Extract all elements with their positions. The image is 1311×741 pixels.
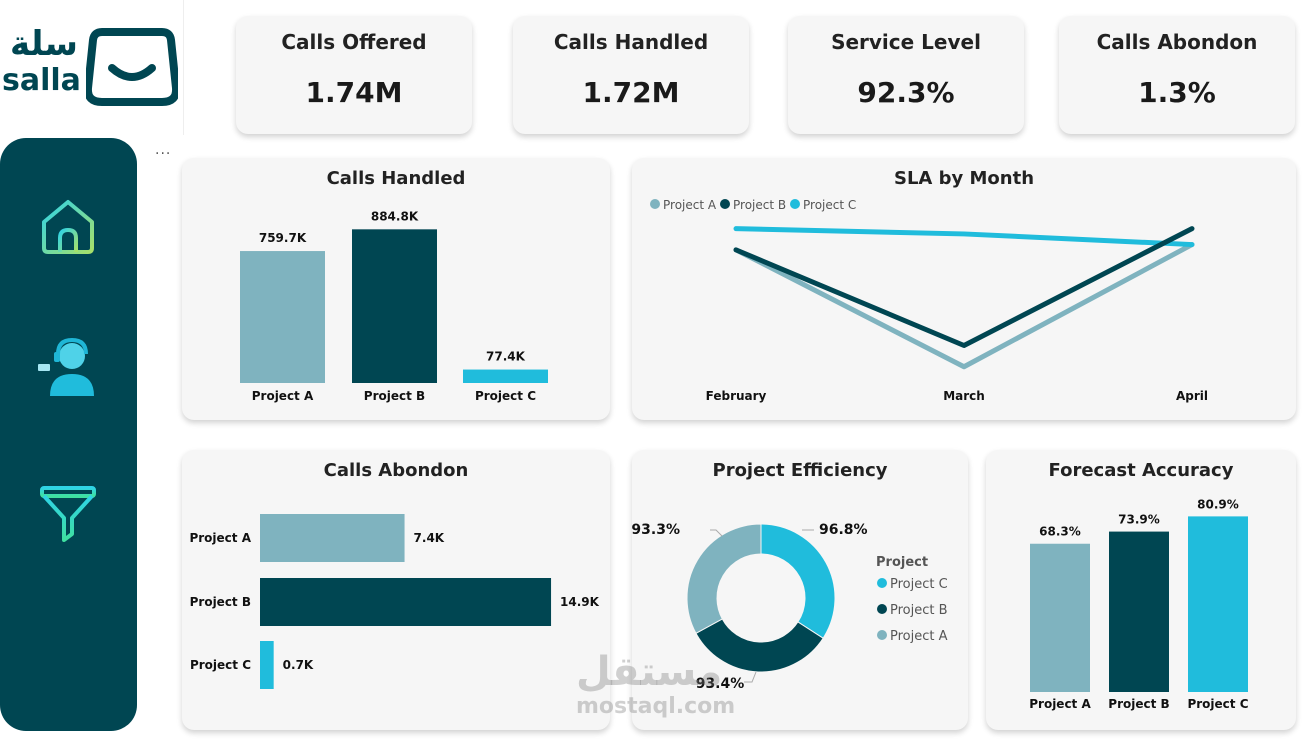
bar-project-c <box>1188 516 1248 692</box>
data-label: 0.7K <box>283 658 314 672</box>
series-line-project-c <box>733 226 1195 248</box>
bar-project-c <box>260 641 274 689</box>
legend-label: Project C <box>890 577 948 592</box>
kpi-card-calls-abondon: Calls Abondon 1.3% <box>1059 16 1295 134</box>
x-tick-label: Project C <box>1187 697 1248 711</box>
x-tick-label: Project C <box>475 389 536 403</box>
slice-label: 93.3% <box>632 522 680 538</box>
kpi-title: Service Level <box>831 30 981 54</box>
project-efficiency-chart: 96.8% 93.4% 93.3% Project Project C Project B… <box>632 522 948 692</box>
chart-title: Calls Abondon <box>323 460 469 481</box>
x-tick-label: Project A <box>252 389 314 403</box>
slice-label: 93.4% <box>696 676 745 692</box>
leader-line <box>710 529 723 537</box>
leader-line <box>744 671 757 683</box>
donut-slice-project-a <box>686 523 762 634</box>
chart-card-sla-by-month: SLA by Month Project A Project B Project C… <box>632 158 1296 420</box>
series-line-project-a <box>733 242 1195 370</box>
chart-title: Project Efficiency <box>712 460 888 481</box>
legend-marker <box>790 199 800 209</box>
more-options-icon[interactable]: ... <box>155 142 172 158</box>
calls-abondon-chart: Project A 7.4K Project B 14.9K Project C 0.7K <box>189 514 600 689</box>
chart-card-project-efficiency: Project Efficiency 96.8% 93.4% 93.3% Projec… <box>632 450 968 730</box>
legend-title: Project <box>876 555 928 570</box>
data-label: 77.4K <box>486 350 526 364</box>
legend-marker <box>650 199 660 209</box>
x-tick-label: March <box>943 389 985 403</box>
bar-project-a <box>260 514 405 562</box>
legend-label: Project A <box>663 198 717 212</box>
series-line-project-b <box>733 226 1195 348</box>
kpi-value: 1.72M <box>582 76 680 109</box>
chart-title: SLA by Month <box>893 168 1035 189</box>
data-label: 68.3% <box>1039 525 1081 539</box>
x-tick-label: Project B <box>1108 697 1169 711</box>
bar-project-b <box>352 229 437 383</box>
calls-handled-chart: 759.7K Project A 884.8K Project B 77.4K Proje… <box>240 209 548 403</box>
x-tick-label: Project A <box>1029 697 1091 711</box>
slice-label: 96.8% <box>819 522 868 538</box>
sidebar-nav <box>0 138 137 731</box>
kpi-card-service-level: Service Level 92.3% <box>788 16 1024 134</box>
legend-marker <box>720 199 730 209</box>
y-tick-label: Project C <box>190 658 251 672</box>
sla-by-month-chart: Project A Project B Project C February March… <box>650 198 1208 403</box>
y-tick-label: Project A <box>189 531 251 545</box>
legend-label: Project C <box>803 198 856 212</box>
data-label: 759.7K <box>259 231 307 245</box>
chart-title: Calls Handled <box>326 168 466 189</box>
bar-project-a <box>240 251 325 383</box>
salla-logo: سلة salla <box>0 0 184 135</box>
donut-slice-project-c <box>760 523 836 639</box>
salla-bag-icon <box>86 28 178 106</box>
data-label: 7.4K <box>414 531 445 545</box>
data-label: 14.9K <box>560 595 600 609</box>
x-tick-label: Project B <box>364 389 425 403</box>
x-tick-label: April <box>1176 389 1208 403</box>
bar-project-a <box>1030 543 1090 692</box>
bar-project-b <box>260 578 552 626</box>
kpi-value: 1.74M <box>305 76 403 109</box>
chart-card-calls-handled: Calls Handled 759.7K Project A 884.8K Proje… <box>182 158 610 420</box>
agent-headset-icon[interactable] <box>36 334 100 398</box>
logo-latin-text: salla <box>2 63 81 98</box>
kpi-card-calls-handled: Calls Handled 1.72M <box>513 16 749 134</box>
kpi-value: 1.3% <box>1138 76 1216 109</box>
legend-label: Project A <box>890 629 948 644</box>
x-tick-label: February <box>706 389 767 403</box>
data-label: 80.9% <box>1197 497 1239 511</box>
forecast-accuracy-chart: 68.3% Project A 73.9% Project B 80.9% Project… <box>1029 497 1248 711</box>
filter-funnel-icon[interactable] <box>36 482 100 546</box>
chart-title: Forecast Accuracy <box>1048 460 1234 481</box>
kpi-value: 92.3% <box>857 76 955 109</box>
logo-arabic-text: سلة <box>10 24 78 64</box>
data-label: 884.8K <box>371 209 419 223</box>
kpi-title: Calls Handled <box>553 30 709 54</box>
legend-marker <box>877 578 887 588</box>
bar-project-c <box>463 369 548 383</box>
kpi-title: Calls Abondon <box>1096 30 1258 54</box>
legend-label: Project B <box>890 603 948 618</box>
home-icon[interactable] <box>36 194 100 258</box>
chart-card-forecast-accuracy: Forecast Accuracy 68.3% Project A 73.9% Pro… <box>986 450 1296 730</box>
legend-marker <box>877 630 887 640</box>
legend-marker <box>877 604 887 614</box>
legend-label: Project B <box>733 198 786 212</box>
kpi-card-calls-offered: Calls Offered 1.74M <box>236 16 472 134</box>
kpi-title: Calls Offered <box>281 30 427 54</box>
y-tick-label: Project B <box>190 595 251 609</box>
donut-slice-project-b <box>695 618 824 673</box>
data-label: 73.9% <box>1118 513 1160 527</box>
bar-project-b <box>1109 531 1169 692</box>
chart-card-calls-abondon: Calls Abondon Project A 7.4K Project B 14.9… <box>182 450 610 730</box>
